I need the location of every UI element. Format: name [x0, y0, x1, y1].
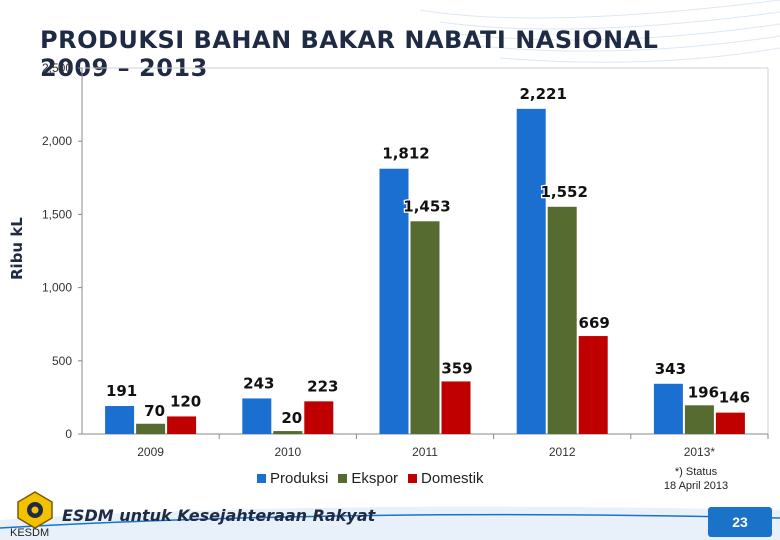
x-tick-label: 2010 [274, 445, 301, 459]
bar-produksi [653, 383, 683, 434]
footer-tagline: ESDM untuk Kesejahteraan Rakyat [62, 506, 376, 525]
data-label-domestik: 120 [170, 392, 201, 410]
x-tick-label: 2011 [412, 445, 438, 459]
legend-label-produksi: Produksi [270, 470, 329, 487]
data-label-ekspor: 1,453 [403, 197, 450, 215]
legend-swatch-domestik [408, 474, 418, 483]
status-note-line-1: *) Status [674, 466, 718, 478]
data-label-domestik: 223 [307, 377, 338, 395]
legend-swatch-produksi [257, 474, 266, 483]
data-label-produksi: 1,812 [382, 145, 429, 163]
x-tick-label: 2009 [137, 445, 164, 459]
y-tick-label: 0 [65, 427, 72, 441]
data-label-produksi: 243 [243, 374, 274, 392]
x-tick-label: 2013* [684, 445, 716, 459]
logo-text: KESDM [10, 527, 50, 539]
bar-ekspor [684, 405, 714, 434]
x-tick-label: 2012 [549, 445, 576, 459]
y-tick-label: 500 [52, 354, 72, 368]
data-label-domestik: 359 [441, 359, 472, 377]
data-label-domestik: 146 [719, 389, 750, 407]
data-label-produksi: 2,221 [519, 85, 566, 103]
page-number: 23 [708, 507, 772, 537]
page-title: PRODUKSI BAHAN BAKAR NABATI NASIONAL 200… [40, 26, 658, 82]
y-tick-label: 2,000 [42, 134, 72, 148]
legend: Produksi Ekspor Domestik [257, 470, 484, 487]
legend-item-ekspor: Ekspor [338, 470, 398, 487]
legend-item-domestik: Domestik [408, 470, 484, 487]
bar-domestik [578, 336, 608, 434]
legend-swatch-ekspor [338, 474, 348, 483]
data-label-domestik: 669 [579, 314, 610, 332]
data-label-ekspor: 70 [144, 402, 165, 420]
y-tick-label: 1,000 [42, 281, 72, 295]
bar-produksi [516, 108, 546, 435]
bar-ekspor [273, 431, 303, 434]
data-label-ekspor: 1,552 [540, 183, 587, 201]
legend-label-domestik: Domestik [421, 470, 484, 487]
y-tick-label: 1,500 [42, 207, 72, 221]
bar-produksi [105, 406, 135, 434]
bar-domestik [715, 412, 745, 434]
header-decoration [420, 0, 780, 63]
bar-domestik [441, 381, 471, 434]
bar-produksi [379, 168, 409, 434]
legend-label-ekspor: Ekspor [351, 470, 399, 487]
data-label-ekspor: 196 [688, 383, 719, 401]
bar-ekspor [136, 423, 166, 434]
y-tick-label: 2,500 [42, 61, 72, 75]
data-label-produksi: 343 [655, 360, 686, 378]
data-label-ekspor: 20 [281, 409, 302, 427]
status-note-line-2: 18 April 2013 [663, 480, 729, 492]
bar-domestik [304, 401, 334, 434]
legend-item-produksi: Produksi [257, 470, 328, 487]
title-line-1: PRODUKSI BAHAN BAKAR NABATI NASIONAL [40, 26, 659, 54]
bar-ekspor [410, 221, 440, 434]
footer-band [0, 506, 780, 540]
bar-domestik [167, 416, 197, 434]
data-label-produksi: 191 [106, 382, 137, 400]
bar-produksi [242, 398, 272, 434]
kesdm-logo-icon [17, 491, 53, 529]
bar-ekspor [547, 206, 577, 434]
status-note: *) Status 18 April 2013 [646, 465, 746, 493]
